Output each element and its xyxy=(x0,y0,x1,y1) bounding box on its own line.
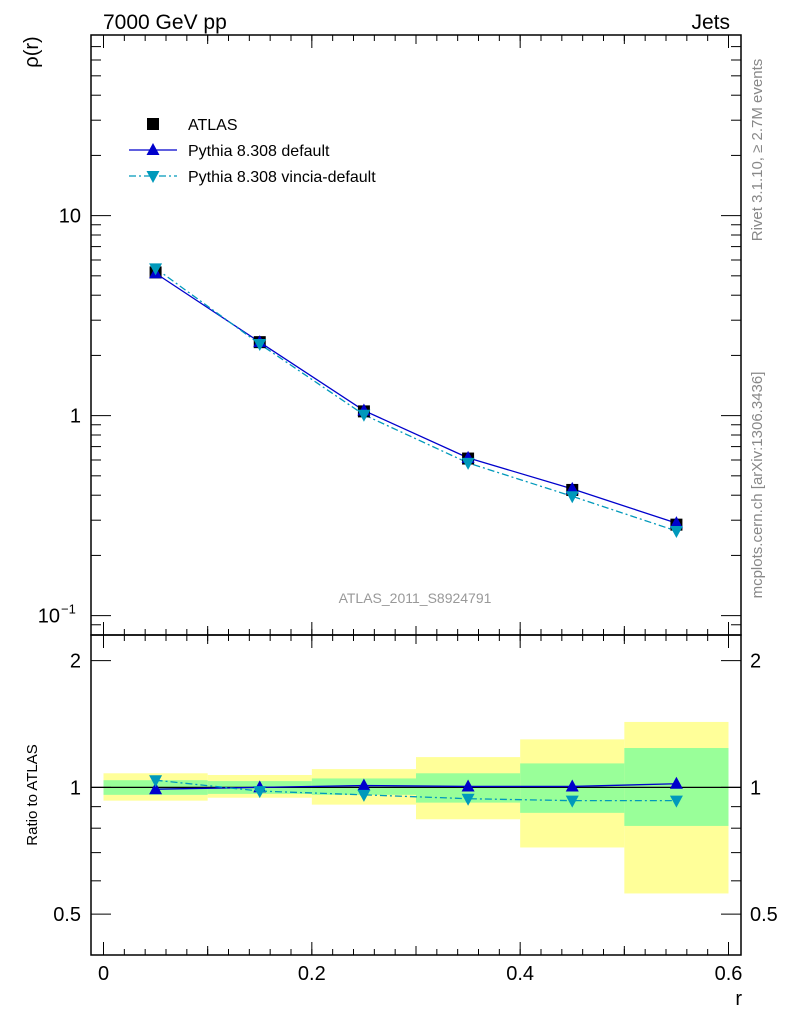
ratio-series xyxy=(149,775,683,808)
x-tick-label: 0.6 xyxy=(715,963,743,985)
x-tick-label: 0 xyxy=(98,963,109,985)
ratio-point-pythia_default xyxy=(669,776,683,789)
ratio-point-pythia_vincia xyxy=(253,786,267,799)
legend-marker-atlas xyxy=(147,118,159,130)
ratio-point-pythia_vincia xyxy=(565,795,579,808)
legend-label-pythia_default: Pythia 8.308 default xyxy=(188,143,330,160)
rivet-label: Rivet 3.1.10, ≥ 2.7M events xyxy=(749,59,766,242)
point-pythia_vincia xyxy=(669,525,683,538)
x-tick-label: 0.2 xyxy=(298,963,326,985)
ratio-point-pythia_vincia xyxy=(149,775,163,788)
analysis-watermark: ATLAS_2011_S8924791 xyxy=(339,590,492,606)
legend-marker-pythia_vincia xyxy=(146,171,160,183)
ratio-point-pythia_vincia xyxy=(461,793,475,806)
ratio-point-pythia_default xyxy=(565,779,579,792)
point-pythia_vincia xyxy=(357,409,371,422)
legend-label-pythia_vincia: Pythia 8.308 vincia-default xyxy=(188,169,376,186)
y-tick-label-exponent: −1 xyxy=(61,602,76,617)
legend-marker-pythia_default xyxy=(146,143,160,155)
header-right: Jets xyxy=(691,11,730,34)
ratio-y-tick-label-right: 0.5 xyxy=(750,904,778,926)
point-pythia_vincia xyxy=(565,491,579,504)
ratio-y-tick-label-right: 2 xyxy=(750,651,761,673)
ratio-uncertainty-bands xyxy=(91,721,741,894)
y-tick-label: 1 xyxy=(70,406,81,428)
y-tick-label: 10 xyxy=(59,206,81,228)
ratio-line-pythia_default xyxy=(155,783,677,790)
y-tick-label: 10 xyxy=(38,606,60,628)
point-pythia_default xyxy=(669,516,683,529)
line-pythia_default xyxy=(155,272,677,524)
point-pythia_vincia xyxy=(461,457,475,470)
legend: ATLAS Pythia 8.308 default Pythia 8.308 vi… xyxy=(129,117,376,186)
ratio-point-pythia_default xyxy=(461,779,475,792)
ratio-point-pythia_vincia xyxy=(669,795,683,808)
ratio-point-pythia_default xyxy=(357,778,371,791)
ratio-point-pythia_vincia xyxy=(357,789,371,802)
line-pythia_vincia xyxy=(155,267,677,532)
header-left: 7000 GeV pp xyxy=(103,11,227,34)
main-series xyxy=(149,263,683,538)
ratio-y-axis-label: Ratio to ATLAS xyxy=(24,744,41,845)
ratio-y-tick-label-left: 2 xyxy=(70,651,81,673)
point-pythia_vincia xyxy=(149,263,163,276)
mcplots-label: mcplots.cern.ch [arXiv:1306.3436] xyxy=(749,372,766,599)
ratio-y-tick-label-left: 0.5 xyxy=(53,904,81,926)
main-y-axis-label: ρ(r) xyxy=(21,36,43,67)
x-tick-label: 0.4 xyxy=(506,963,534,985)
ratio-y-tick-label-right: 1 xyxy=(750,777,761,799)
legend-label-atlas: ATLAS xyxy=(188,117,238,134)
axis-ticks xyxy=(91,34,741,956)
point-pythia_default xyxy=(565,481,579,494)
point-pythia_vincia xyxy=(253,339,267,352)
x-axis-label: r xyxy=(735,988,742,1010)
ratio-point-pythia_default xyxy=(149,782,163,795)
ratio-y-tick-label-left: 1 xyxy=(70,777,81,799)
ratio-line-pythia_vincia xyxy=(155,779,677,802)
